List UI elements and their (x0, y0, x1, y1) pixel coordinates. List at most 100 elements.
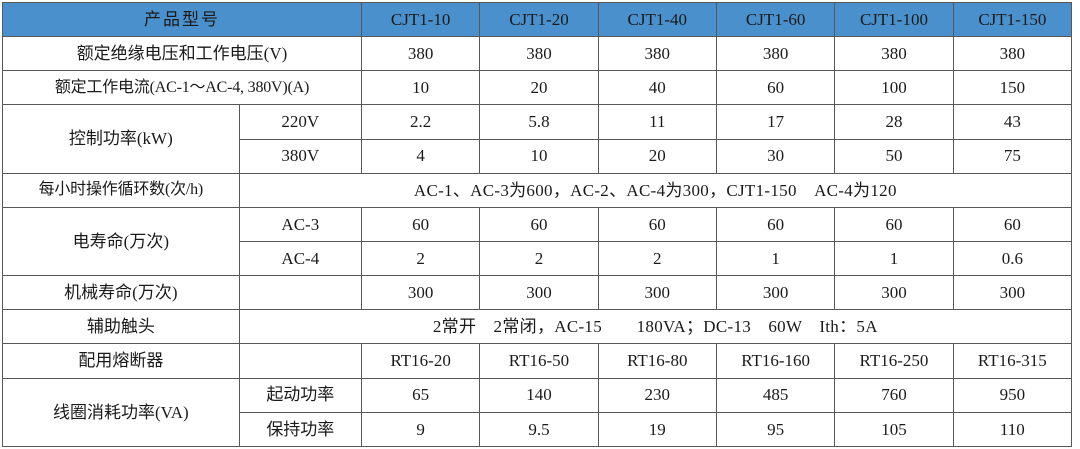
cell-value: 2 (479, 240, 599, 277)
cell-value: 760 (834, 377, 954, 413)
cell-note-auxiliary-contacts: 2常开 2常闭，AC-15 180VA；DC-13 60W Ith：5A (238, 309, 1073, 345)
cell-value: 60 (834, 206, 954, 242)
cell-value: 30 (715, 138, 836, 174)
row-label-fuse: 配用熔断器 (2, 343, 240, 379)
cell-value: 50 (834, 138, 954, 174)
cell-value: 9.5 (479, 411, 599, 448)
cell-value: 17 (715, 104, 836, 140)
cell-value: RT16-20 (360, 343, 481, 379)
cell-value: 60 (479, 206, 599, 242)
header-model-cjt1-10: CJT1-10 (360, 1, 481, 38)
row-label-rated-voltage: 额定绝缘电压和工作电压(V) (2, 36, 362, 72)
row-label-control-power: 控制功率(kW) (2, 104, 240, 174)
cell-value: 40 (597, 70, 717, 106)
cell-value: 1 (834, 240, 954, 277)
row-label-mechanical-life: 机械寿命(万次) (2, 275, 240, 311)
cell-value: 65 (360, 377, 481, 413)
cell-value: 10 (479, 138, 599, 174)
cell-value: 300 (479, 275, 599, 311)
cell-value: 60 (597, 206, 717, 242)
cell-value: 60 (360, 206, 481, 242)
cell-value: 140 (479, 377, 599, 413)
table-row: 380V 4 10 20 30 50 75 (3, 138, 1073, 174)
row-label-coil-power: 线圈消耗功率(VA) (2, 377, 240, 448)
cell-value: 43 (952, 104, 1073, 140)
cell-value: 5.8 (479, 104, 599, 140)
row-label-electrical-life: 电寿命(万次) (2, 206, 240, 277)
cell-note-operating-cycles: AC-1、AC-3为600，AC-2、AC-4为300，CJT1-150 AC-… (238, 172, 1073, 208)
cell-value: 11 (597, 104, 717, 140)
cell-value: RT16-315 (952, 343, 1073, 379)
cell-value: 1 (715, 240, 836, 277)
table-row: 机械寿命(万次) 300 300 300 300 300 300 (2, 275, 1073, 311)
sub-label-ac-3: AC-3 (238, 206, 362, 242)
table-row: 辅助触头 2常开 2常闭，AC-15 180VA；DC-13 60W Ith：5… (2, 309, 1073, 345)
cell-value: 300 (715, 275, 836, 311)
cell-value: 300 (360, 275, 481, 311)
sub-label-220v: 220V (238, 104, 362, 140)
cell-empty (238, 343, 362, 379)
sub-label-ac-4: AC-4 (238, 240, 362, 277)
cell-value: 28 (834, 104, 954, 140)
cell-value: 485 (715, 377, 836, 413)
row-label-rated-current: 额定工作电流(AC-1～AC-4, 380V)(A) (2, 70, 362, 106)
cell-value: 60 (952, 206, 1073, 242)
cell-value: 380 (834, 36, 954, 72)
cell-value: RT16-80 (597, 343, 717, 379)
cell-value: RT16-250 (834, 343, 954, 379)
row-label-auxiliary-contacts: 辅助触头 (2, 309, 240, 345)
cell-value: 2.2 (360, 104, 481, 140)
header-model-cjt1-150: CJT1-150 (952, 1, 1073, 38)
cell-value: 60 (715, 206, 836, 242)
cell-value: 95 (715, 411, 836, 448)
cell-value: 100 (834, 70, 954, 106)
sub-label-380v: 380V (238, 138, 362, 174)
table-row: 电寿命(万次) AC-3 60 60 60 60 60 60 (2, 206, 1073, 277)
sub-label-holding-power: 保持功率 (238, 411, 362, 448)
cell-value: 380 (597, 36, 717, 72)
cell-value: 60 (715, 70, 836, 106)
header-model-cjt1-60: CJT1-60 (715, 1, 836, 38)
table-row: 额定绝缘电压和工作电压(V) 380 380 380 380 380 380 (2, 36, 1073, 72)
cell-value: 2 (360, 240, 481, 277)
cell-value: 950 (952, 377, 1073, 413)
cell-value: 300 (952, 275, 1073, 311)
cell-value: 110 (952, 411, 1073, 448)
header-product-model-title: 产品型号 (2, 1, 362, 38)
cell-value: 10 (360, 70, 481, 106)
cell-value: 2 (597, 240, 717, 277)
cell-value: 9 (360, 411, 481, 448)
header-model-cjt1-40: CJT1-40 (597, 1, 717, 38)
cell-value: 105 (834, 411, 954, 448)
cell-value: 0.6 (952, 240, 1073, 277)
cell-value: 300 (597, 275, 717, 311)
table-row: 控制功率(kW) 220V 2.2 5.8 11 17 28 43 (2, 104, 1073, 174)
table-row: 配用熔断器 RT16-20 RT16-50 RT16-80 RT16-160 R… (2, 343, 1073, 379)
cell-value: RT16-50 (479, 343, 599, 379)
cell-value: 20 (479, 70, 599, 106)
cell-value: 380 (479, 36, 599, 72)
sub-label-starting-power: 起动功率 (238, 377, 362, 413)
table-row: AC-4 2 2 2 1 1 0.6 (3, 240, 1073, 277)
cell-value: 19 (597, 411, 717, 448)
cell-value: 20 (597, 138, 717, 174)
header-model-cjt1-100: CJT1-100 (834, 1, 954, 38)
cell-value: 75 (952, 138, 1073, 174)
table-row: 每小时操作循环数(次/h) AC-1、AC-3为600，AC-2、AC-4为30… (2, 172, 1073, 208)
table-row: 额定工作电流(AC-1～AC-4, 380V)(A) 10 20 40 60 1… (2, 70, 1073, 106)
row-label-operating-cycles: 每小时操作循环数(次/h) (2, 172, 240, 208)
cell-value: 380 (360, 36, 481, 72)
cell-value: 4 (360, 138, 481, 174)
table-header-row: 产品型号 CJT1-10 CJT1-20 CJT1-40 CJT1-60 CJT… (2, 1, 1073, 38)
cell-value: 230 (597, 377, 717, 413)
cell-value: 380 (952, 36, 1073, 72)
cell-value: 380 (715, 36, 836, 72)
cell-value: RT16-160 (715, 343, 836, 379)
table-row: 保持功率 9 9.5 19 95 105 110 (3, 411, 1073, 448)
cell-value: 300 (834, 275, 954, 311)
cell-value: 150 (952, 70, 1073, 106)
table-row: 线圈消耗功率(VA) 起动功率 65 140 230 485 760 950 (2, 377, 1073, 448)
cell-empty (238, 275, 362, 311)
